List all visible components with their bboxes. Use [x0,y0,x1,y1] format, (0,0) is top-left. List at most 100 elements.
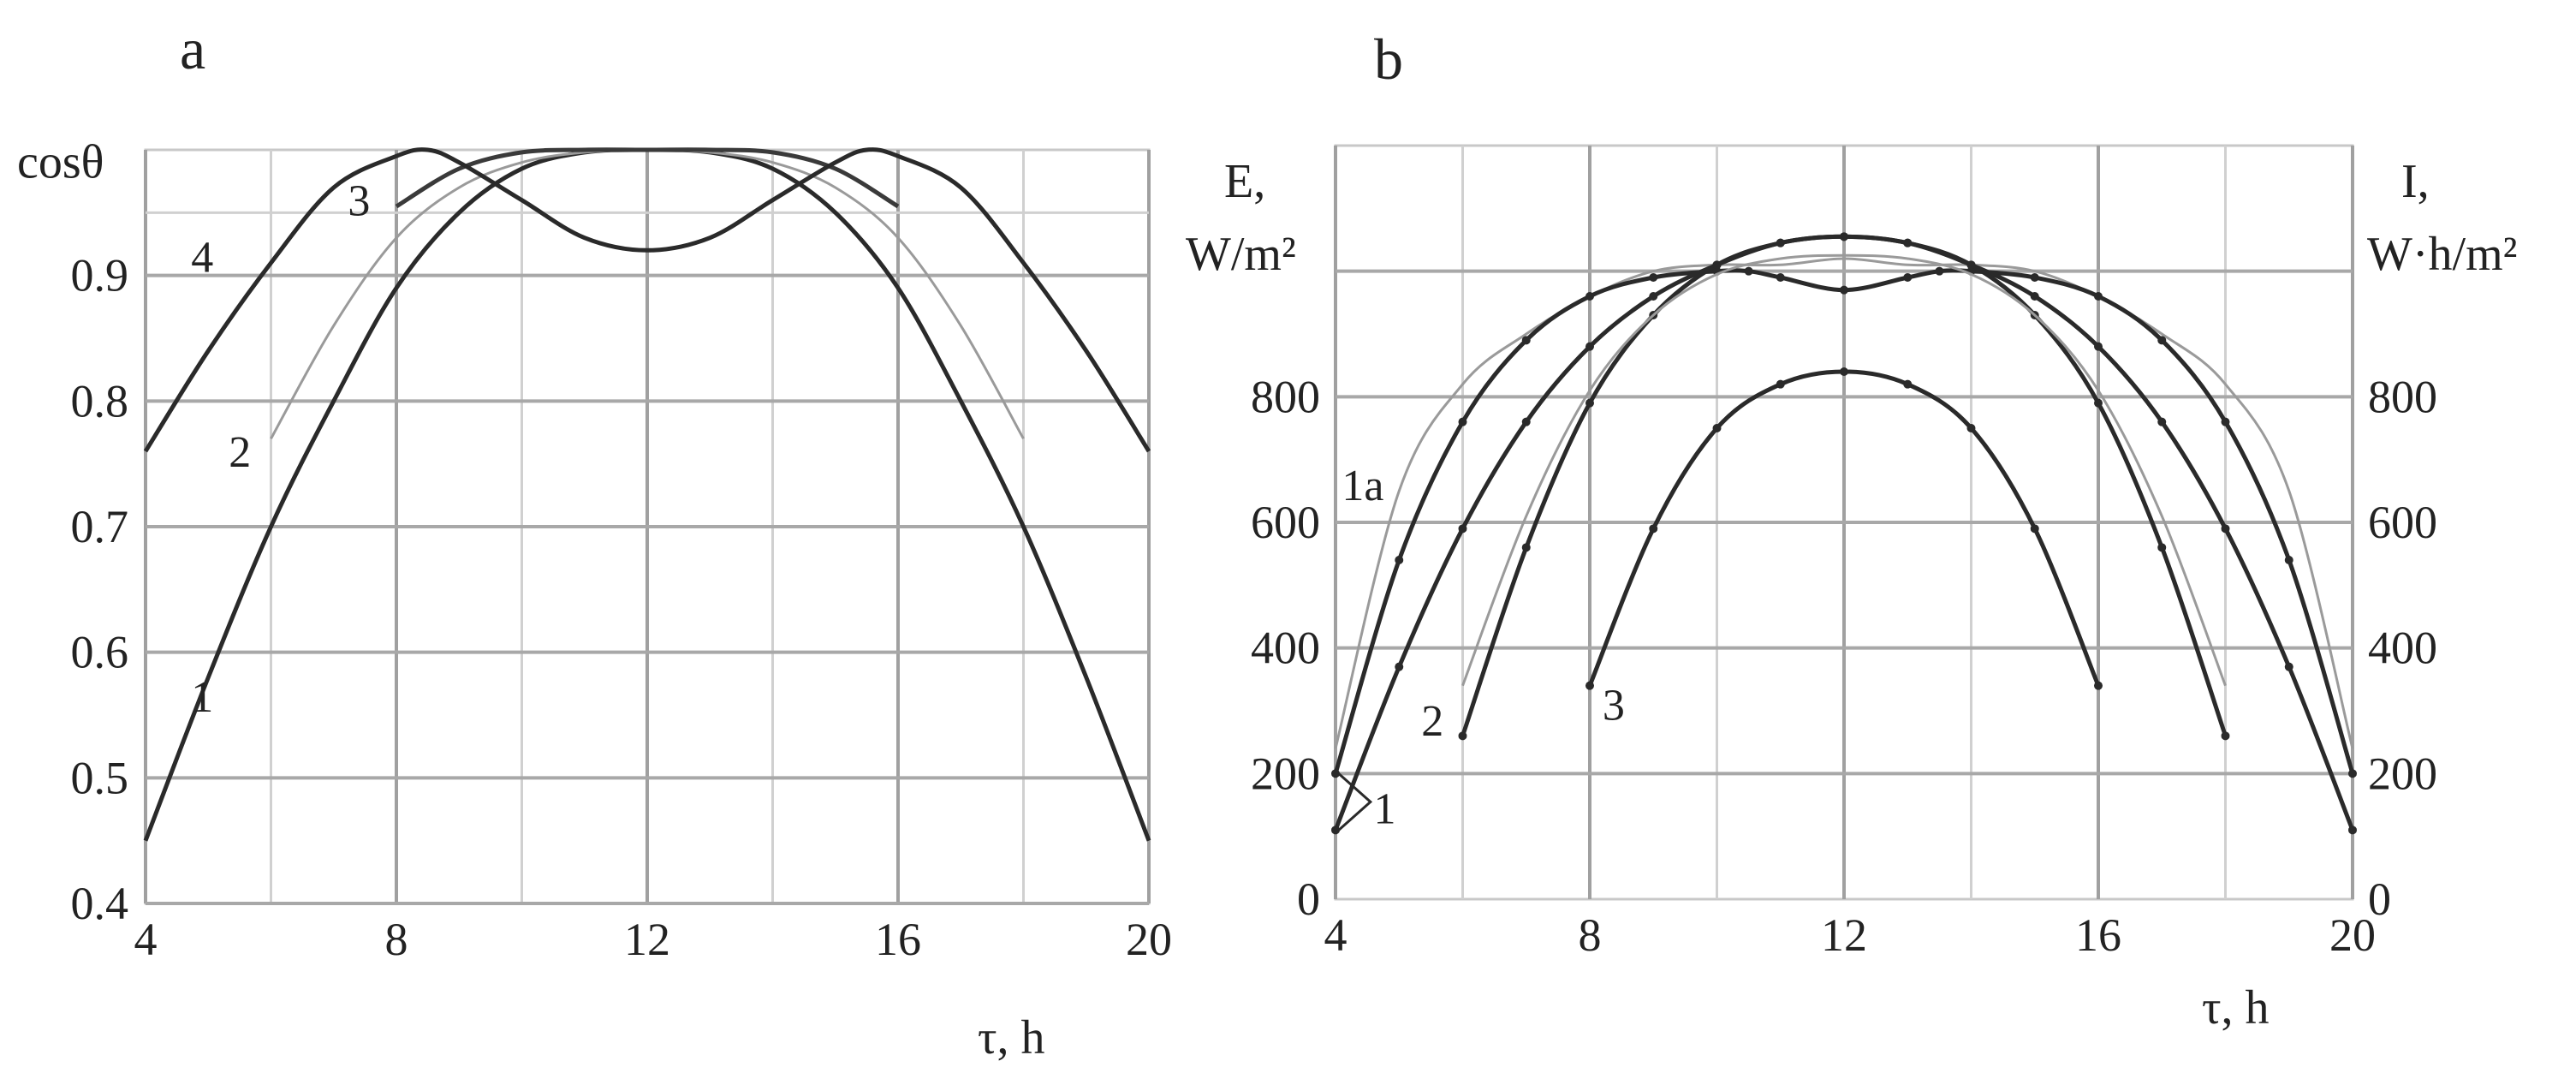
y-right-tick-label: 400 [2368,623,2437,674]
x-tick-label: 4 [134,914,158,965]
x-tick-label: 16 [875,914,921,965]
y-right-tick-label: 600 [2368,497,2437,548]
data-point [1458,731,1467,741]
series-line-4 [143,147,1151,453]
x-axis-title: τ, h [978,1011,1045,1064]
data-point [2030,273,2039,282]
curve-pointer-1 [1337,772,1373,832]
x-tick-label: 8 [385,914,408,965]
data-point [2157,543,2167,552]
curve-label-2: 2 [229,428,251,477]
data-point [1776,238,1785,247]
data-point [1395,662,1404,671]
data-point [1712,424,1722,432]
panel-a-letter: a [180,16,205,81]
data-point [2030,292,2039,301]
x-tick-label: 20 [2329,909,2376,961]
data-point [2157,417,2167,426]
y-tick-label: 0.5 [71,752,129,803]
data-point [1966,260,1976,270]
y-left-axis-title-line2: W/m² [1186,228,1296,281]
panel-b-letter: b [1374,27,1403,92]
data-point [1966,424,1976,432]
data-point [2348,769,2357,778]
data-point [1521,336,1531,345]
data-point [2094,342,2103,351]
curve-label-1: 1 [1374,785,1396,834]
data-point [2284,556,2293,564]
y-left-tick-label: 600 [1251,497,1320,548]
y-tick-label: 0.8 [71,375,129,426]
data-point [2348,826,2357,835]
y-axis-title: cosθ [17,136,104,189]
data-point [1776,379,1785,389]
data-point [1521,543,1531,552]
data-point [1649,273,1658,282]
data-point [1840,367,1848,376]
x-tick-label: 4 [1324,909,1347,961]
series-line-2-alt [1461,253,2227,687]
data-point [1331,769,1340,778]
data-point [1331,826,1340,835]
x-tick-label: 12 [624,914,670,965]
data-point [1649,292,1658,301]
curve-label-4: 4 [191,234,213,283]
y-tick-label: 0.6 [71,627,129,678]
data-point [1744,266,1753,276]
y-left-tick-label: 800 [1251,371,1320,422]
y-right-tick-label: 800 [2368,371,2437,422]
y-left-tick-label: 0 [1297,873,1320,925]
data-point [1903,379,1913,389]
data-point [2094,292,2103,301]
y-right-tick-label: 200 [2368,748,2437,799]
y-right-axis-title-line1: I, [2401,155,2430,208]
y-right-tick-label: 0 [2368,873,2391,925]
data-point [1649,524,1658,534]
curve-label-1a: 1a [1342,462,1383,510]
data-point [2157,336,2167,345]
series-line-3 [395,147,900,209]
data-point [1585,292,1594,301]
data-point [1395,556,1404,564]
data-point [1840,285,1848,295]
data-point [2094,398,2103,408]
chart-panel-b: 4 8 12 16 2002004006008000200400600800E,W/m²… [1186,144,2517,1034]
x-axis-title: τ, h [2202,981,2270,1034]
x-tick-label: 16 [2075,909,2121,961]
data-point [1903,273,1913,282]
x-tick-label: 12 [1821,909,1867,961]
curve-label-2: 2 [1421,697,1443,746]
y-left-tick-label: 400 [1251,623,1320,674]
x-tick-label: 8 [1579,909,1602,961]
data-point [1585,398,1594,408]
data-point [1458,417,1467,426]
y-right-axis-title-line2: W·h/m² [2367,228,2517,281]
data-point [1840,232,1848,241]
series-line-1a [1334,257,2354,749]
data-point [1935,266,1944,276]
data-point [2094,681,2103,690]
y-tick-label: 0.7 [71,501,129,552]
y-left-axis-title-line1: E, [1224,155,1265,208]
data-point [2284,662,2293,671]
data-point [1903,238,1913,247]
y-tick-label: 0.4 [71,878,129,929]
data-point [1521,417,1531,426]
data-point [2221,524,2230,534]
data-point [1776,273,1785,282]
data-point [2221,731,2230,741]
y-left-tick-label: 200 [1251,748,1320,799]
curve-label-3: 3 [1603,682,1625,730]
data-point [1458,524,1467,534]
curve-label-1: 1 [191,673,213,722]
y-tick-label: 0.9 [71,250,129,301]
data-point [1712,260,1722,270]
curve-label-3: 3 [348,177,370,226]
data-point [2221,417,2230,426]
x-tick-label: 20 [1126,914,1172,965]
data-point [1585,342,1594,351]
data-point [1585,681,1594,690]
data-point [2030,524,2039,534]
